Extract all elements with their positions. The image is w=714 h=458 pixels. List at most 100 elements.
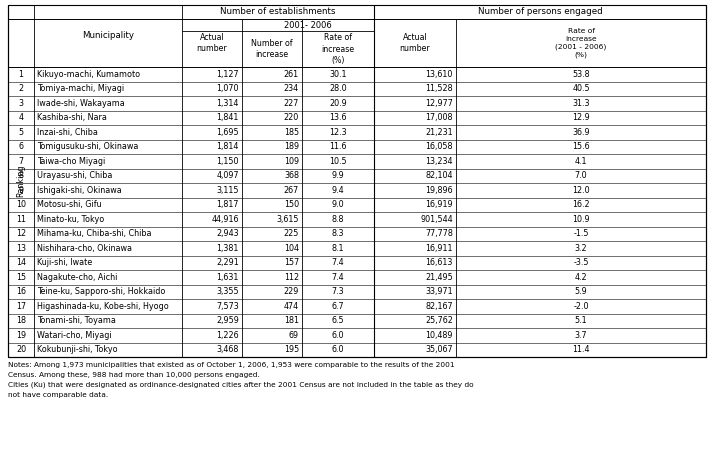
Text: 53.8: 53.8: [572, 70, 590, 79]
Text: 16: 16: [16, 287, 26, 296]
Text: 112: 112: [284, 273, 299, 282]
Text: 36.9: 36.9: [572, 128, 590, 137]
Text: Watari-cho, Miyagi: Watari-cho, Miyagi: [37, 331, 111, 340]
Text: 1,127: 1,127: [216, 70, 239, 79]
Text: 1,631: 1,631: [216, 273, 239, 282]
Text: 4.1: 4.1: [575, 157, 587, 166]
Text: 2: 2: [19, 84, 24, 93]
Text: Number of persons engaged: Number of persons engaged: [478, 7, 603, 16]
Text: 8: 8: [19, 171, 24, 180]
Text: 267: 267: [283, 186, 299, 195]
Text: 3.2: 3.2: [575, 244, 588, 253]
Text: 7.3: 7.3: [332, 287, 344, 296]
Text: 2001- 2006: 2001- 2006: [284, 21, 332, 29]
Text: 10: 10: [16, 200, 26, 209]
Text: 19: 19: [16, 331, 26, 340]
Text: 6.0: 6.0: [332, 331, 344, 340]
Text: Mihama-ku, Chiba-shi, Chiba: Mihama-ku, Chiba-shi, Chiba: [37, 229, 151, 238]
Text: 3,115: 3,115: [216, 186, 239, 195]
Text: 5.9: 5.9: [575, 287, 588, 296]
Text: 189: 189: [284, 142, 299, 151]
Text: 5: 5: [19, 128, 24, 137]
Text: not have comparable data.: not have comparable data.: [8, 392, 109, 398]
Text: Tonami-shi, Toyama: Tonami-shi, Toyama: [37, 316, 116, 325]
Text: 4,097: 4,097: [216, 171, 239, 180]
Text: 15.6: 15.6: [572, 142, 590, 151]
Text: 3,615: 3,615: [276, 215, 299, 224]
Text: Number of
increase: Number of increase: [251, 39, 293, 59]
Text: 16,613: 16,613: [426, 258, 453, 267]
Text: 40.5: 40.5: [572, 84, 590, 93]
Text: 109: 109: [284, 157, 299, 166]
Text: Notes: Among 1,973 municipalities that existed as of October 1, 2006, 1,953 were: Notes: Among 1,973 municipalities that e…: [8, 362, 455, 368]
Text: 69: 69: [289, 331, 299, 340]
Text: 35,067: 35,067: [426, 345, 453, 354]
Text: 1,150: 1,150: [216, 157, 239, 166]
Text: Ranking: Ranking: [16, 165, 26, 197]
Text: 21,495: 21,495: [426, 273, 453, 282]
Text: 1,695: 1,695: [216, 128, 239, 137]
Text: 9.4: 9.4: [332, 186, 344, 195]
Text: Tomiya-machi, Miyagi: Tomiya-machi, Miyagi: [37, 84, 124, 93]
Text: 220: 220: [283, 113, 299, 122]
Text: Teine-ku, Sapporo-shi, Hokkaido: Teine-ku, Sapporo-shi, Hokkaido: [37, 287, 166, 296]
Text: Nishihara-cho, Okinawa: Nishihara-cho, Okinawa: [37, 244, 132, 253]
Text: Tomigusuku-shi, Okinawa: Tomigusuku-shi, Okinawa: [37, 142, 139, 151]
Text: 157: 157: [283, 258, 299, 267]
Text: 6.5: 6.5: [332, 316, 344, 325]
Bar: [302, 31, 374, 357]
Text: 368: 368: [284, 171, 299, 180]
Text: 12.0: 12.0: [572, 186, 590, 195]
Text: 12.9: 12.9: [572, 113, 590, 122]
Text: Rate of
increase
(%): Rate of increase (%): [321, 33, 355, 65]
Text: Minato-ku, Tokyo: Minato-ku, Tokyo: [37, 215, 104, 224]
Text: 11: 11: [16, 215, 26, 224]
Text: 33,971: 33,971: [426, 287, 453, 296]
Text: 7.4: 7.4: [332, 273, 344, 282]
Text: Actual
number: Actual number: [196, 33, 227, 53]
Text: 44,916: 44,916: [211, 215, 239, 224]
Text: 30.1: 30.1: [329, 70, 347, 79]
Text: 16.2: 16.2: [572, 200, 590, 209]
Text: 227: 227: [283, 99, 299, 108]
Text: 11.4: 11.4: [572, 345, 590, 354]
Text: Cities (Ku) that were designated as ordinance-designated cities after the 2001 C: Cities (Ku) that were designated as ordi…: [8, 382, 473, 388]
Text: 12,977: 12,977: [425, 99, 453, 108]
Text: 82,104: 82,104: [426, 171, 453, 180]
Text: 2,959: 2,959: [216, 316, 239, 325]
Text: 8.8: 8.8: [332, 215, 344, 224]
Text: 181: 181: [284, 316, 299, 325]
Text: 1,070: 1,070: [216, 84, 239, 93]
Text: 4: 4: [19, 113, 24, 122]
Text: 5.1: 5.1: [575, 316, 588, 325]
Text: 104: 104: [284, 244, 299, 253]
Text: 31.3: 31.3: [572, 99, 590, 108]
Text: -3.5: -3.5: [573, 258, 589, 267]
Text: 1,841: 1,841: [216, 113, 239, 122]
Text: Nagakute-cho, Aichi: Nagakute-cho, Aichi: [37, 273, 117, 282]
Text: Municipality: Municipality: [82, 32, 134, 40]
Text: 13: 13: [16, 244, 26, 253]
Text: Iwade-shi, Wakayama: Iwade-shi, Wakayama: [37, 99, 125, 108]
Text: 9.9: 9.9: [331, 171, 344, 180]
Text: 150: 150: [284, 200, 299, 209]
Text: Taiwa-cho Miyagi: Taiwa-cho Miyagi: [37, 157, 105, 166]
Text: 10.9: 10.9: [572, 215, 590, 224]
Text: 6: 6: [19, 142, 24, 151]
Text: Higashinada-ku, Kobe-shi, Hyogo: Higashinada-ku, Kobe-shi, Hyogo: [37, 302, 169, 311]
Text: 12: 12: [16, 229, 26, 238]
Text: 12.3: 12.3: [329, 128, 347, 137]
Text: 3.7: 3.7: [575, 331, 588, 340]
Text: 13,234: 13,234: [426, 157, 453, 166]
Text: 8.3: 8.3: [332, 229, 344, 238]
Text: Census. Among these, 988 had more than 10,000 persons engaged.: Census. Among these, 988 had more than 1…: [8, 372, 260, 378]
Text: 17,008: 17,008: [426, 113, 453, 122]
Text: 7.4: 7.4: [332, 258, 344, 267]
Text: Number of establishments: Number of establishments: [220, 7, 336, 16]
Text: 18: 18: [16, 316, 26, 325]
Text: Kikuyo-machi, Kumamoto: Kikuyo-machi, Kumamoto: [37, 70, 140, 79]
Text: 10,489: 10,489: [426, 331, 453, 340]
Text: Urayasu-shi, Chiba: Urayasu-shi, Chiba: [37, 171, 112, 180]
Text: 4.2: 4.2: [575, 273, 588, 282]
Text: 9.0: 9.0: [332, 200, 344, 209]
